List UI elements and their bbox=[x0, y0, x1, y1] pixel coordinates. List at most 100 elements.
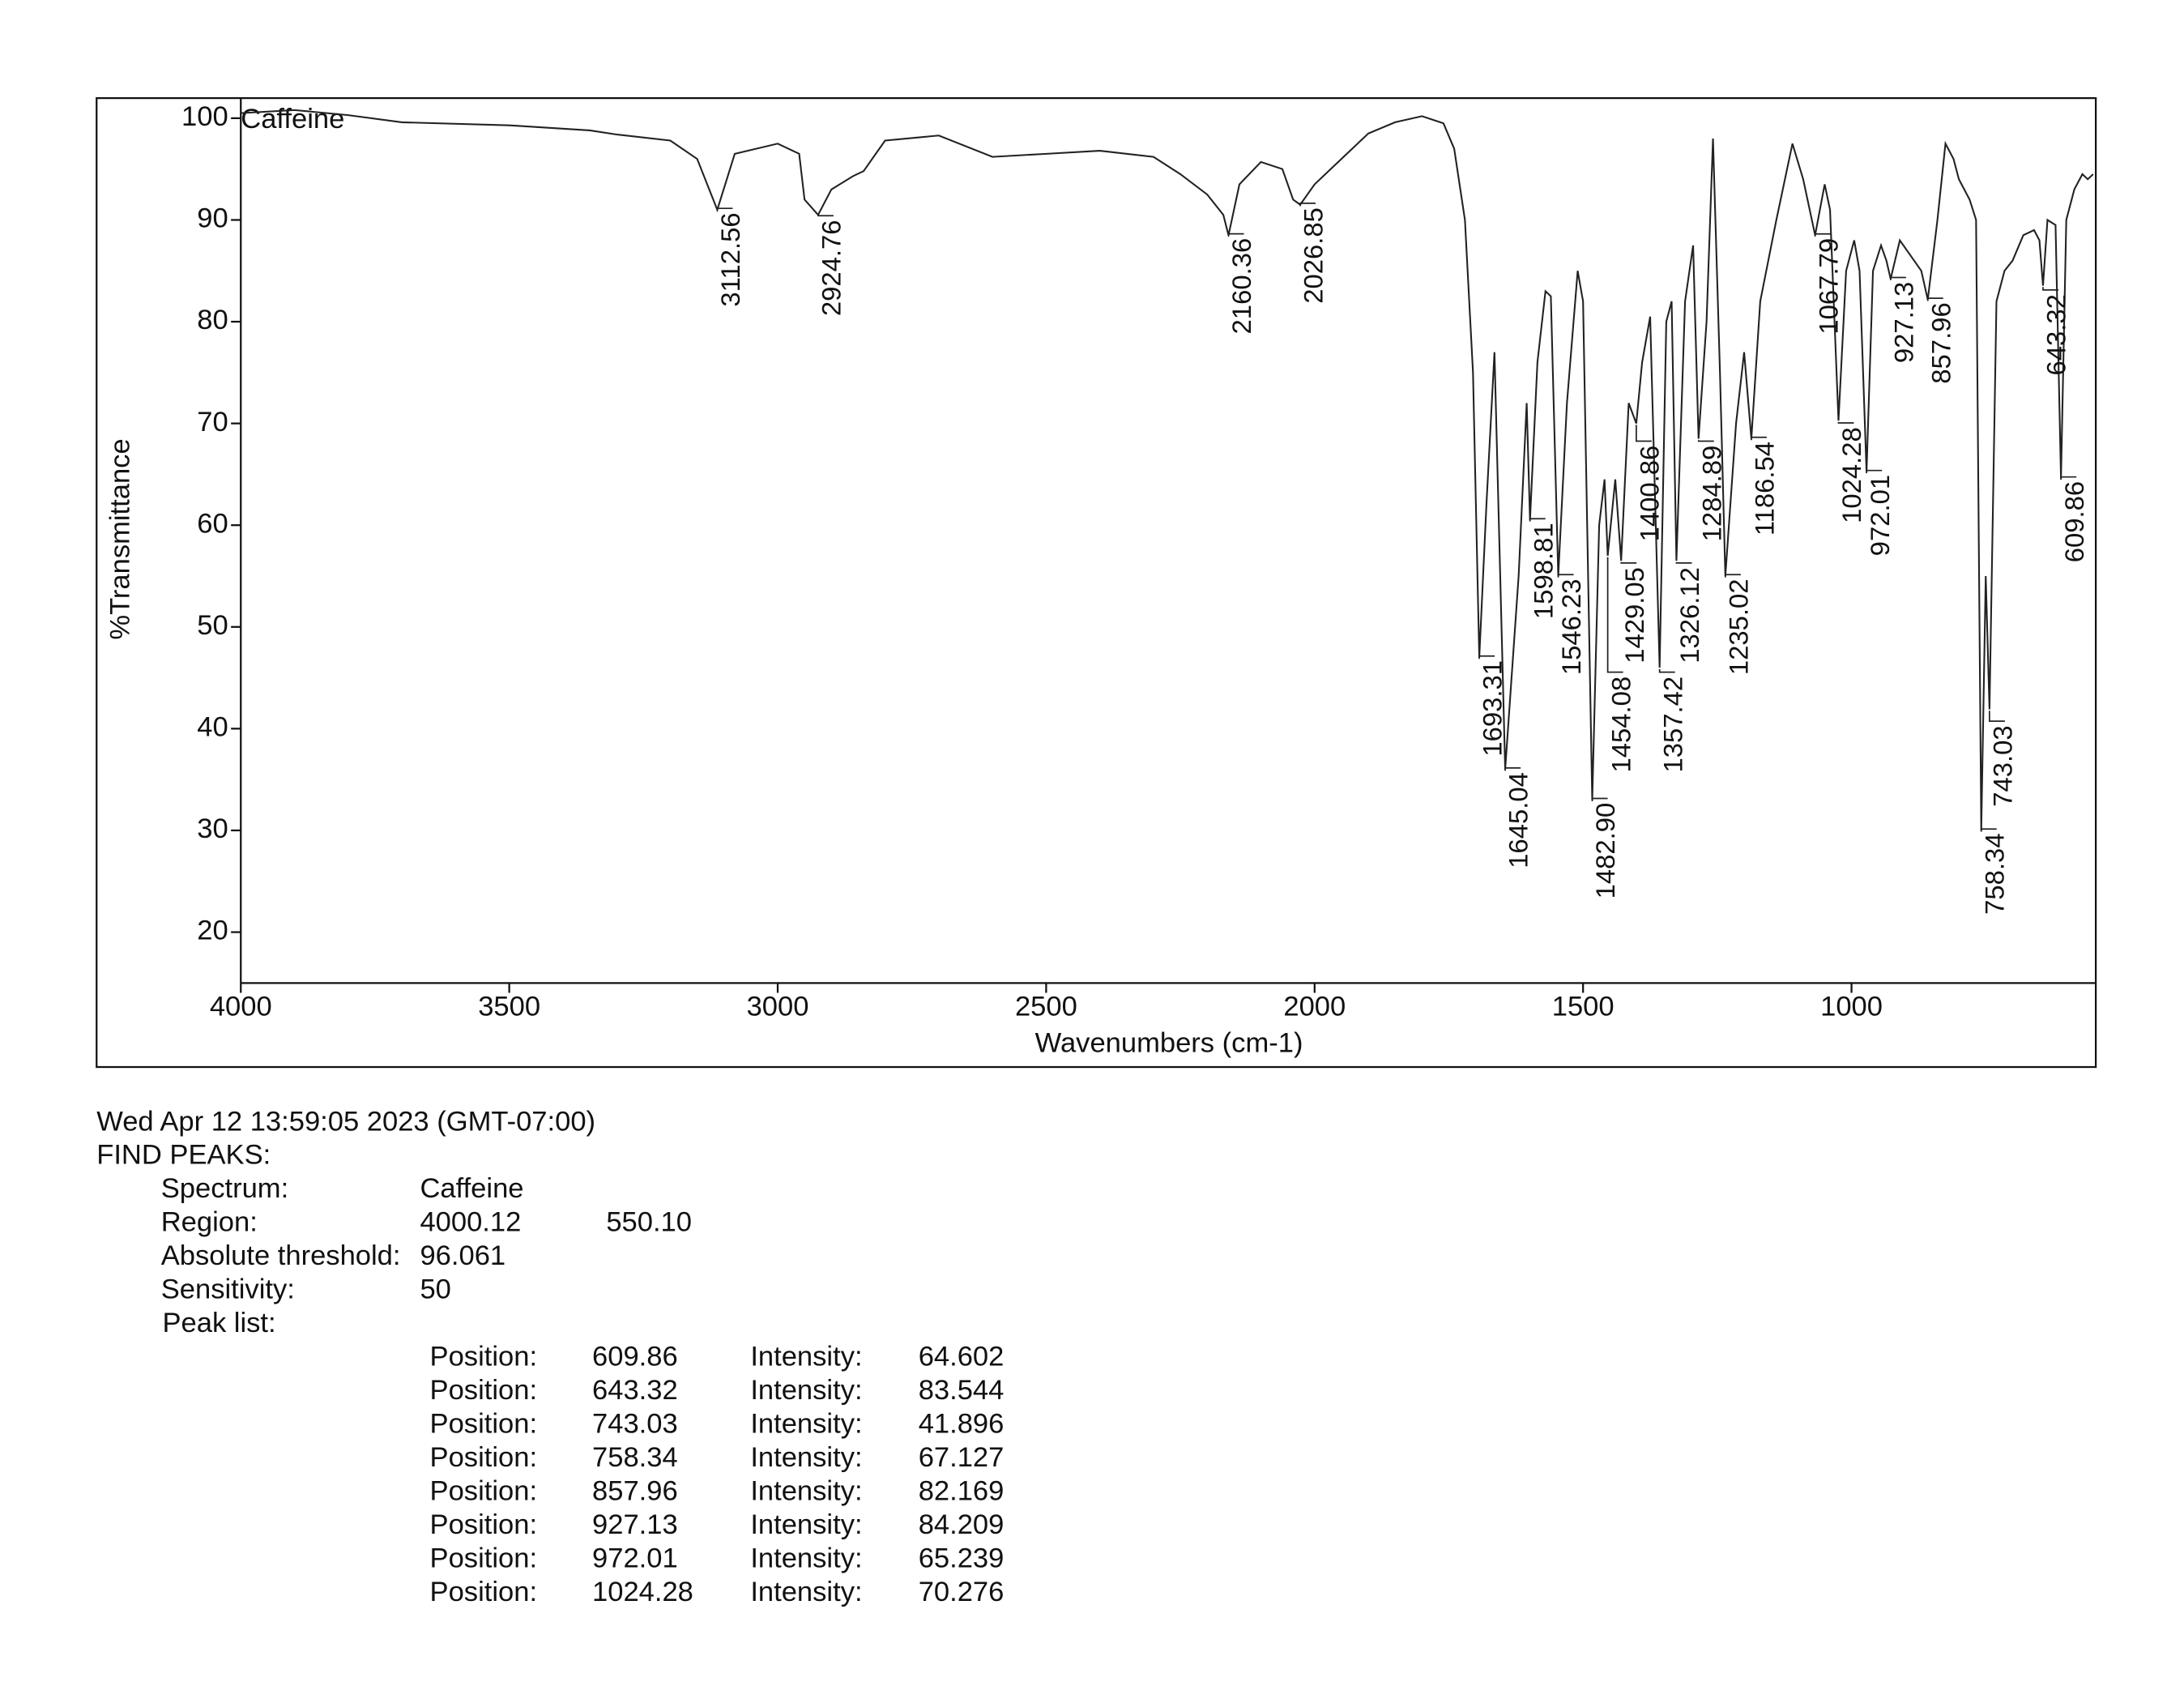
y-tick-label: 20 bbox=[197, 916, 228, 946]
peak-table-cell: 83.544 bbox=[919, 1375, 1005, 1406]
field-label: Absolute threshold: bbox=[161, 1240, 401, 1271]
peak-leader bbox=[1697, 440, 1714, 442]
peak-leader bbox=[1675, 561, 1692, 564]
field-value: 96.061 bbox=[420, 1240, 505, 1271]
peak-table-cell: 972.01 bbox=[592, 1543, 678, 1573]
field-label: Spectrum: bbox=[161, 1173, 288, 1204]
peak-leader bbox=[1989, 711, 2005, 723]
chart-frame bbox=[96, 96, 2097, 1069]
peak-leader bbox=[1658, 668, 1675, 673]
peak-leader bbox=[2060, 476, 2077, 480]
peak-table-cell: Position: bbox=[430, 1342, 538, 1372]
peak-leader bbox=[1478, 655, 1495, 659]
peak-table-cell: 41.896 bbox=[919, 1409, 1005, 1440]
spectrum-line bbox=[241, 109, 2094, 830]
peak-label: 857.96 bbox=[1926, 302, 1956, 383]
peak-leader bbox=[1866, 469, 1883, 474]
peak-label: 1067.79 bbox=[1813, 238, 1843, 335]
x-tick-label: 2000 bbox=[1283, 992, 1346, 1022]
y-tick-label: 100 bbox=[181, 101, 228, 132]
peak-table-cell: 82.169 bbox=[919, 1476, 1005, 1507]
x-tick-label: 2500 bbox=[1015, 992, 1077, 1022]
peak-label: 1326.12 bbox=[1674, 567, 1704, 664]
peak-table-cell: 743.03 bbox=[592, 1409, 678, 1440]
series-name: Caffeine bbox=[241, 104, 344, 134]
peak-table-cell: Intensity: bbox=[750, 1375, 862, 1406]
field-label: Sensitivity: bbox=[161, 1274, 295, 1305]
peak-leader bbox=[1504, 767, 1521, 771]
x-tick-label: 3000 bbox=[747, 992, 809, 1022]
peak-table-cell: 84.209 bbox=[919, 1509, 1005, 1540]
peak-table-cell: 643.32 bbox=[592, 1375, 678, 1406]
peak-leader bbox=[1980, 828, 1997, 832]
peak-leader bbox=[1751, 436, 1767, 441]
field-value: 4000.12 bbox=[420, 1207, 521, 1238]
peak-table-cell: 758.34 bbox=[592, 1442, 678, 1473]
field-value: 50 bbox=[420, 1274, 450, 1305]
y-tick-label: 30 bbox=[197, 813, 228, 844]
peak-table-cell: Intensity: bbox=[750, 1543, 862, 1573]
peak-label: 1024.28 bbox=[1836, 427, 1866, 523]
peak-leader bbox=[1837, 421, 1854, 424]
peak-table-cell: Intensity: bbox=[750, 1409, 862, 1440]
peak-table-cell: Intensity: bbox=[750, 1342, 862, 1372]
peak-label: 758.34 bbox=[1979, 833, 2009, 914]
peak-label: 1284.89 bbox=[1696, 446, 1726, 542]
peak-label: 1400.86 bbox=[1635, 446, 1665, 542]
peak-leader bbox=[1724, 574, 1741, 578]
peak-leader bbox=[1529, 518, 1546, 522]
peak-leader bbox=[1591, 797, 1608, 802]
peak-table-cell: Position: bbox=[430, 1543, 538, 1573]
peak-leader bbox=[716, 207, 733, 211]
peak-table-cell: Position: bbox=[430, 1442, 538, 1473]
peak-table-cell: Position: bbox=[430, 1476, 538, 1507]
peak-table-cell: Intensity: bbox=[750, 1476, 862, 1507]
heading: FIND PEAKS: bbox=[96, 1140, 271, 1171]
y-tick-label: 50 bbox=[197, 610, 228, 641]
peak-leader bbox=[1227, 233, 1244, 237]
peak-table-cell: Position: bbox=[430, 1375, 538, 1406]
peak-label: 1598.81 bbox=[1528, 523, 1558, 619]
y-tick-label: 80 bbox=[197, 305, 228, 335]
peak-list-label: Peak list: bbox=[162, 1308, 275, 1338]
y-tick-label: 40 bbox=[197, 711, 228, 742]
peak-label: 643.32 bbox=[2041, 294, 2071, 375]
peak-leader bbox=[1814, 233, 1831, 237]
peak-table-cell: 70.276 bbox=[919, 1577, 1005, 1607]
peak-leader bbox=[1889, 276, 1906, 280]
peak-table-cell: Position: bbox=[430, 1409, 538, 1440]
peak-table-cell: Intensity: bbox=[750, 1577, 862, 1607]
peak-table-cell: 927.13 bbox=[592, 1509, 678, 1540]
x-tick-label: 4000 bbox=[210, 992, 272, 1022]
peak-table-cell: 1024.28 bbox=[592, 1577, 693, 1607]
peak-label: 2924.76 bbox=[817, 220, 847, 316]
peak-table-cell: 857.96 bbox=[592, 1476, 678, 1507]
peak-table-cell: Intensity: bbox=[750, 1509, 862, 1540]
field-value: Caffeine bbox=[420, 1173, 523, 1204]
x-tick-label: 3500 bbox=[478, 992, 540, 1022]
field-label: Region: bbox=[161, 1207, 258, 1238]
peak-leader bbox=[1299, 203, 1316, 207]
peak-label: 609.86 bbox=[2059, 481, 2089, 562]
peak-table-cell: Position: bbox=[430, 1509, 538, 1540]
peak-table-cell: 67.127 bbox=[919, 1442, 1005, 1473]
peak-leader bbox=[1926, 297, 1943, 301]
peak-label: 1482.90 bbox=[1590, 803, 1620, 899]
peak-table-cell: Intensity: bbox=[750, 1442, 862, 1473]
peak-label: 972.01 bbox=[1865, 475, 1895, 556]
peak-leader bbox=[1636, 425, 1652, 442]
peak-label: 927.13 bbox=[1889, 282, 1919, 363]
peak-table-cell: 64.602 bbox=[919, 1342, 1005, 1372]
x-tick-label: 1500 bbox=[1552, 992, 1615, 1022]
peak-table-cell: Position: bbox=[430, 1577, 538, 1607]
peak-leader bbox=[2042, 287, 2058, 291]
peak-table-cell: 609.86 bbox=[592, 1342, 678, 1372]
peak-label: 1186.54 bbox=[1750, 442, 1780, 536]
peak-leader bbox=[1620, 561, 1637, 564]
peak-label: 2026.85 bbox=[1299, 207, 1329, 304]
peak-leader bbox=[1557, 574, 1574, 578]
peak-label: 1693.31 bbox=[1478, 660, 1508, 757]
peak-label: 1454.08 bbox=[1606, 677, 1636, 773]
